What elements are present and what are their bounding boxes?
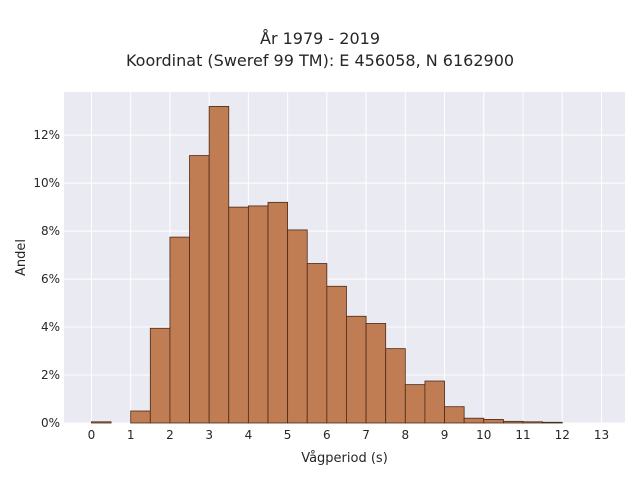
histogram-bar [169,236,190,424]
y-tick-label: 4% [41,320,60,334]
histogram-bar [365,323,387,424]
histogram-bar [326,285,347,424]
x-tick-label: 9 [441,428,449,442]
histogram-bar [463,417,485,424]
x-axis-label: Vågperiod (s) [301,451,388,466]
x-tick-label: 13 [594,428,609,442]
histogram-bar [542,421,563,424]
x-tick-label: 4 [245,428,253,442]
bars [91,105,563,424]
y-tick-label: 10% [33,176,60,190]
x-tick-label: 12 [555,428,570,442]
histogram-bar [424,380,445,424]
x-tick-label: 7 [362,428,370,442]
x-tick-label: 11 [515,428,530,442]
x-tick-label: 2 [166,428,174,442]
histogram-bar [346,315,367,424]
histogram-bar [149,327,171,424]
histogram-bar [189,155,210,424]
x-tick-label: 8 [401,428,409,442]
x-tick-label: 5 [284,428,292,442]
histogram-bar [91,421,112,424]
histogram-bar [444,406,465,424]
histogram-bar [385,348,406,424]
histogram-bar [267,201,289,424]
y-tick-label: 6% [41,272,60,286]
x-tick-label: 6 [323,428,331,442]
histogram-bar [130,410,151,424]
histogram-bar [247,205,269,424]
y-tick-label: 8% [41,224,60,238]
x-tick-label: 10 [476,428,491,442]
chart-title: År 1979 - 2019 [260,29,380,48]
y-tick-label: 12% [33,128,60,142]
histogram-bar [502,420,524,424]
x-tick-label: 3 [205,428,213,442]
y-tick-label: 0% [41,416,60,430]
y-tick-labels: 0% 2% 4% 6% 8% 10% 12% [33,128,60,430]
histogram-bar [522,421,544,424]
y-axis-label: Andel [14,239,29,276]
histogram-bar [483,419,504,424]
chart-title-block: År 1979 - 2019 Koordinat (Sweref 99 TM):… [0,28,640,72]
histogram-bar [228,206,249,424]
histogram-bar [287,229,308,424]
chart-subtitle: Koordinat (Sweref 99 TM): E 456058, N 61… [125,51,515,70]
histogram-bar [306,263,328,424]
y-tick-label: 2% [41,368,60,382]
histogram-bar [404,384,426,424]
x-tick-labels: 0 1 2 3 4 5 6 7 8 9 10 11 12 13 [88,428,609,442]
x-tick-label: 1 [127,428,135,442]
histogram-bar [208,105,230,424]
x-tick-label: 0 [88,428,96,442]
